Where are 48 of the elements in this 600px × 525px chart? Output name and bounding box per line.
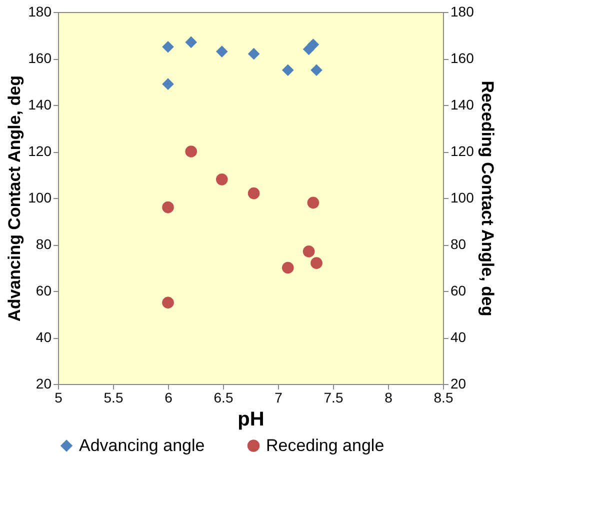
y2-tick-label: 60 [450, 282, 466, 298]
point [310, 257, 322, 270]
y-tick-label: 40 [36, 329, 52, 345]
point [216, 173, 228, 186]
y2-tick-label: 140 [450, 96, 474, 112]
y2-tick-label: 100 [450, 190, 474, 206]
y2-tick-label: 120 [450, 143, 474, 159]
x-tick-label: 6 [164, 390, 173, 406]
y2-tick-label: 180 [450, 4, 474, 20]
point [302, 246, 315, 258]
x-tick-label: 5.5 [104, 390, 124, 406]
point [282, 64, 294, 76]
x-tick-label: 6.5 [214, 390, 234, 406]
point [216, 46, 228, 58]
y2-axis-title: Receding Contact Angle, deg [478, 80, 497, 316]
y2-tick-label: 40 [450, 329, 466, 345]
y-tick-label: 120 [28, 143, 52, 159]
y-axis-title: Advancing Contact Angle, deg [5, 76, 24, 322]
point [310, 64, 322, 76]
point [307, 38, 320, 50]
legend-label: Receding angle [266, 436, 384, 455]
x-tick-label: 7.5 [324, 390, 344, 406]
y-tick-label: 20 [36, 376, 52, 392]
legend-label: Advancing angle [79, 436, 205, 455]
x-tick-label: 8.5 [434, 390, 454, 406]
y2-tick-label: 80 [450, 236, 466, 252]
x-tick-label: 5 [54, 390, 63, 406]
point [162, 201, 174, 214]
y2-tick-label: 160 [450, 50, 474, 66]
x-tick-label: 7 [274, 390, 283, 406]
y-tick-label: 140 [28, 96, 52, 112]
y-tick-label: 60 [36, 282, 52, 298]
y2-tick-label: 20 [450, 376, 466, 392]
x-tick-label: 8 [384, 390, 393, 406]
point [248, 48, 260, 60]
y-tick-label: 180 [28, 4, 52, 20]
point [185, 146, 198, 158]
point [162, 40, 174, 53]
y-tick-label: 160 [28, 50, 52, 66]
point [162, 78, 174, 90]
point [282, 262, 294, 274]
point [185, 36, 198, 48]
point [248, 187, 260, 200]
point [162, 296, 174, 309]
x-axis-title: pH [238, 408, 264, 430]
y-tick-label: 100 [28, 190, 52, 206]
y-tick-label: 80 [36, 236, 52, 252]
point [307, 196, 320, 209]
